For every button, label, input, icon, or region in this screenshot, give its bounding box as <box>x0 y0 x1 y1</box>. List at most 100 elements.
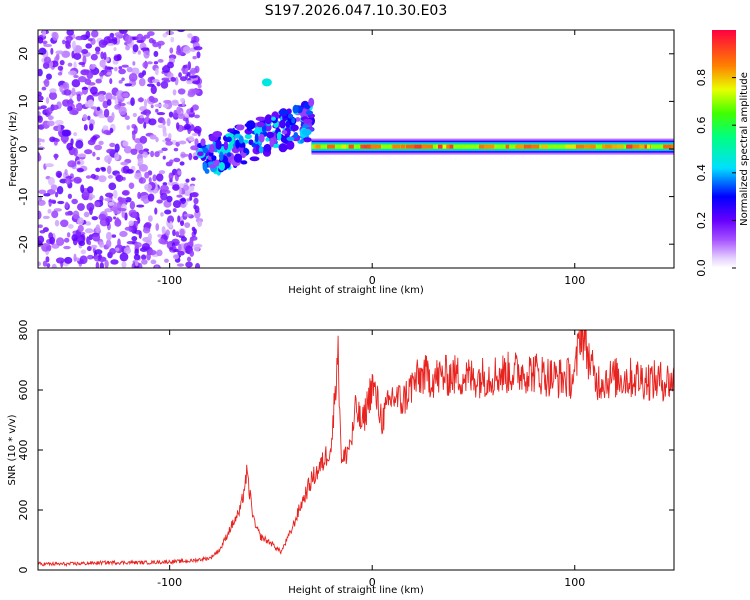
noise-speckle <box>122 140 129 147</box>
trace-peak <box>575 144 585 149</box>
noise-speckle <box>98 140 104 146</box>
noise-speckle <box>143 98 148 108</box>
noise-speckle <box>64 168 68 176</box>
noise-speckle <box>108 182 117 191</box>
noise-speckle <box>125 196 132 203</box>
noise-speckle <box>43 56 51 64</box>
noise-speckle <box>62 99 71 107</box>
noise-speckle <box>177 30 185 33</box>
y-tick-label: 200 <box>17 500 30 521</box>
noise-speckle <box>46 263 51 268</box>
noise-speckle <box>118 102 126 107</box>
trace-peak <box>588 144 596 149</box>
noise-speckle <box>144 221 152 229</box>
trace-peak <box>663 144 672 149</box>
noise-speckle <box>38 235 45 244</box>
noise-speckle <box>186 80 194 85</box>
noise-speckle <box>83 211 90 218</box>
trace-peak <box>448 144 454 149</box>
y-tick-label: 0 <box>17 567 30 574</box>
noise-speckle <box>49 236 56 245</box>
noise-speckle <box>194 263 201 268</box>
noise-speckle <box>121 77 125 82</box>
noise-speckle <box>67 193 72 199</box>
spectrogram-y-ticks: -20 -10 0 10 20 <box>17 47 674 253</box>
noise-speckle <box>88 99 94 107</box>
noise-speckle <box>191 132 198 137</box>
noise-speckle <box>170 77 176 82</box>
noise-speckle <box>86 81 96 86</box>
trace-peak <box>565 144 576 149</box>
x-tick-label: -100 <box>157 274 182 287</box>
noise-speckle <box>104 197 113 202</box>
trace-peak <box>348 144 354 149</box>
scatter-blob <box>254 126 261 136</box>
noise-speckle <box>65 40 71 49</box>
noise-speckle <box>171 100 179 106</box>
noise-speckle <box>77 153 87 158</box>
noise-speckle <box>134 172 142 180</box>
noise-speckle <box>186 256 192 262</box>
noise-speckle <box>117 238 121 248</box>
noise-speckle <box>180 203 187 208</box>
noise-speckle <box>179 220 185 227</box>
noise-speckle <box>38 224 43 229</box>
noise-speckle <box>178 140 187 145</box>
scatter-blob <box>215 139 222 150</box>
scatter-blob <box>202 147 209 154</box>
noise-speckle <box>67 70 77 76</box>
noise-speckle <box>172 229 176 237</box>
scatter-blob <box>218 162 226 171</box>
trace-peak <box>583 144 590 149</box>
noise-speckle <box>177 113 185 120</box>
noise-speckle <box>68 98 74 107</box>
noise-speckle <box>38 95 44 102</box>
trace-peak <box>626 144 633 149</box>
noise-speckle <box>148 249 157 256</box>
noise-speckle <box>73 61 77 70</box>
noise-speckle <box>71 79 81 88</box>
noise-speckle <box>190 67 197 76</box>
noise-speckle <box>177 215 181 223</box>
noise-speckle <box>122 92 129 98</box>
noise-speckle <box>190 184 195 192</box>
trace-peak <box>610 144 621 149</box>
noise-speckle <box>65 178 71 185</box>
noise-speckle <box>190 107 194 113</box>
noise-speckle <box>80 184 85 193</box>
noise-speckle <box>78 240 86 246</box>
noise-speckle <box>140 111 148 115</box>
scatter-blob <box>287 113 294 119</box>
noise-speckle <box>85 175 92 179</box>
noise-speckle <box>172 208 177 213</box>
noise-speckle <box>75 103 81 109</box>
colorbar-tick-label: 0.0 <box>695 259 708 277</box>
noise-speckle <box>157 124 166 129</box>
noise-speckle <box>54 219 60 227</box>
noise-speckle <box>169 246 174 251</box>
spectrogram-y-axis-title: Frequency (Hz) <box>8 111 19 187</box>
noise-speckle <box>190 145 199 151</box>
noise-speckle <box>121 261 127 268</box>
noise-speckle <box>117 208 127 212</box>
scatter-blob <box>301 128 312 136</box>
noise-speckle <box>98 113 106 119</box>
noise-speckle <box>162 155 166 160</box>
noise-speckle <box>105 208 111 213</box>
noise-speckle <box>121 190 129 196</box>
scatter-blob <box>258 133 265 143</box>
noise-speckle <box>193 197 199 205</box>
noise-speckle <box>104 259 109 268</box>
noise-speckle <box>119 30 128 34</box>
scatter-blob <box>271 116 276 121</box>
noise-speckle <box>77 224 84 233</box>
noise-speckle <box>98 175 107 183</box>
noise-speckle <box>139 114 144 119</box>
trace-peak <box>437 144 443 149</box>
noise-speckle <box>63 237 70 243</box>
noise-speckle <box>184 222 191 229</box>
noise-speckle <box>106 165 112 175</box>
scatter-blob <box>254 133 259 143</box>
noise-speckle <box>155 67 159 76</box>
trace-peak <box>442 144 449 149</box>
